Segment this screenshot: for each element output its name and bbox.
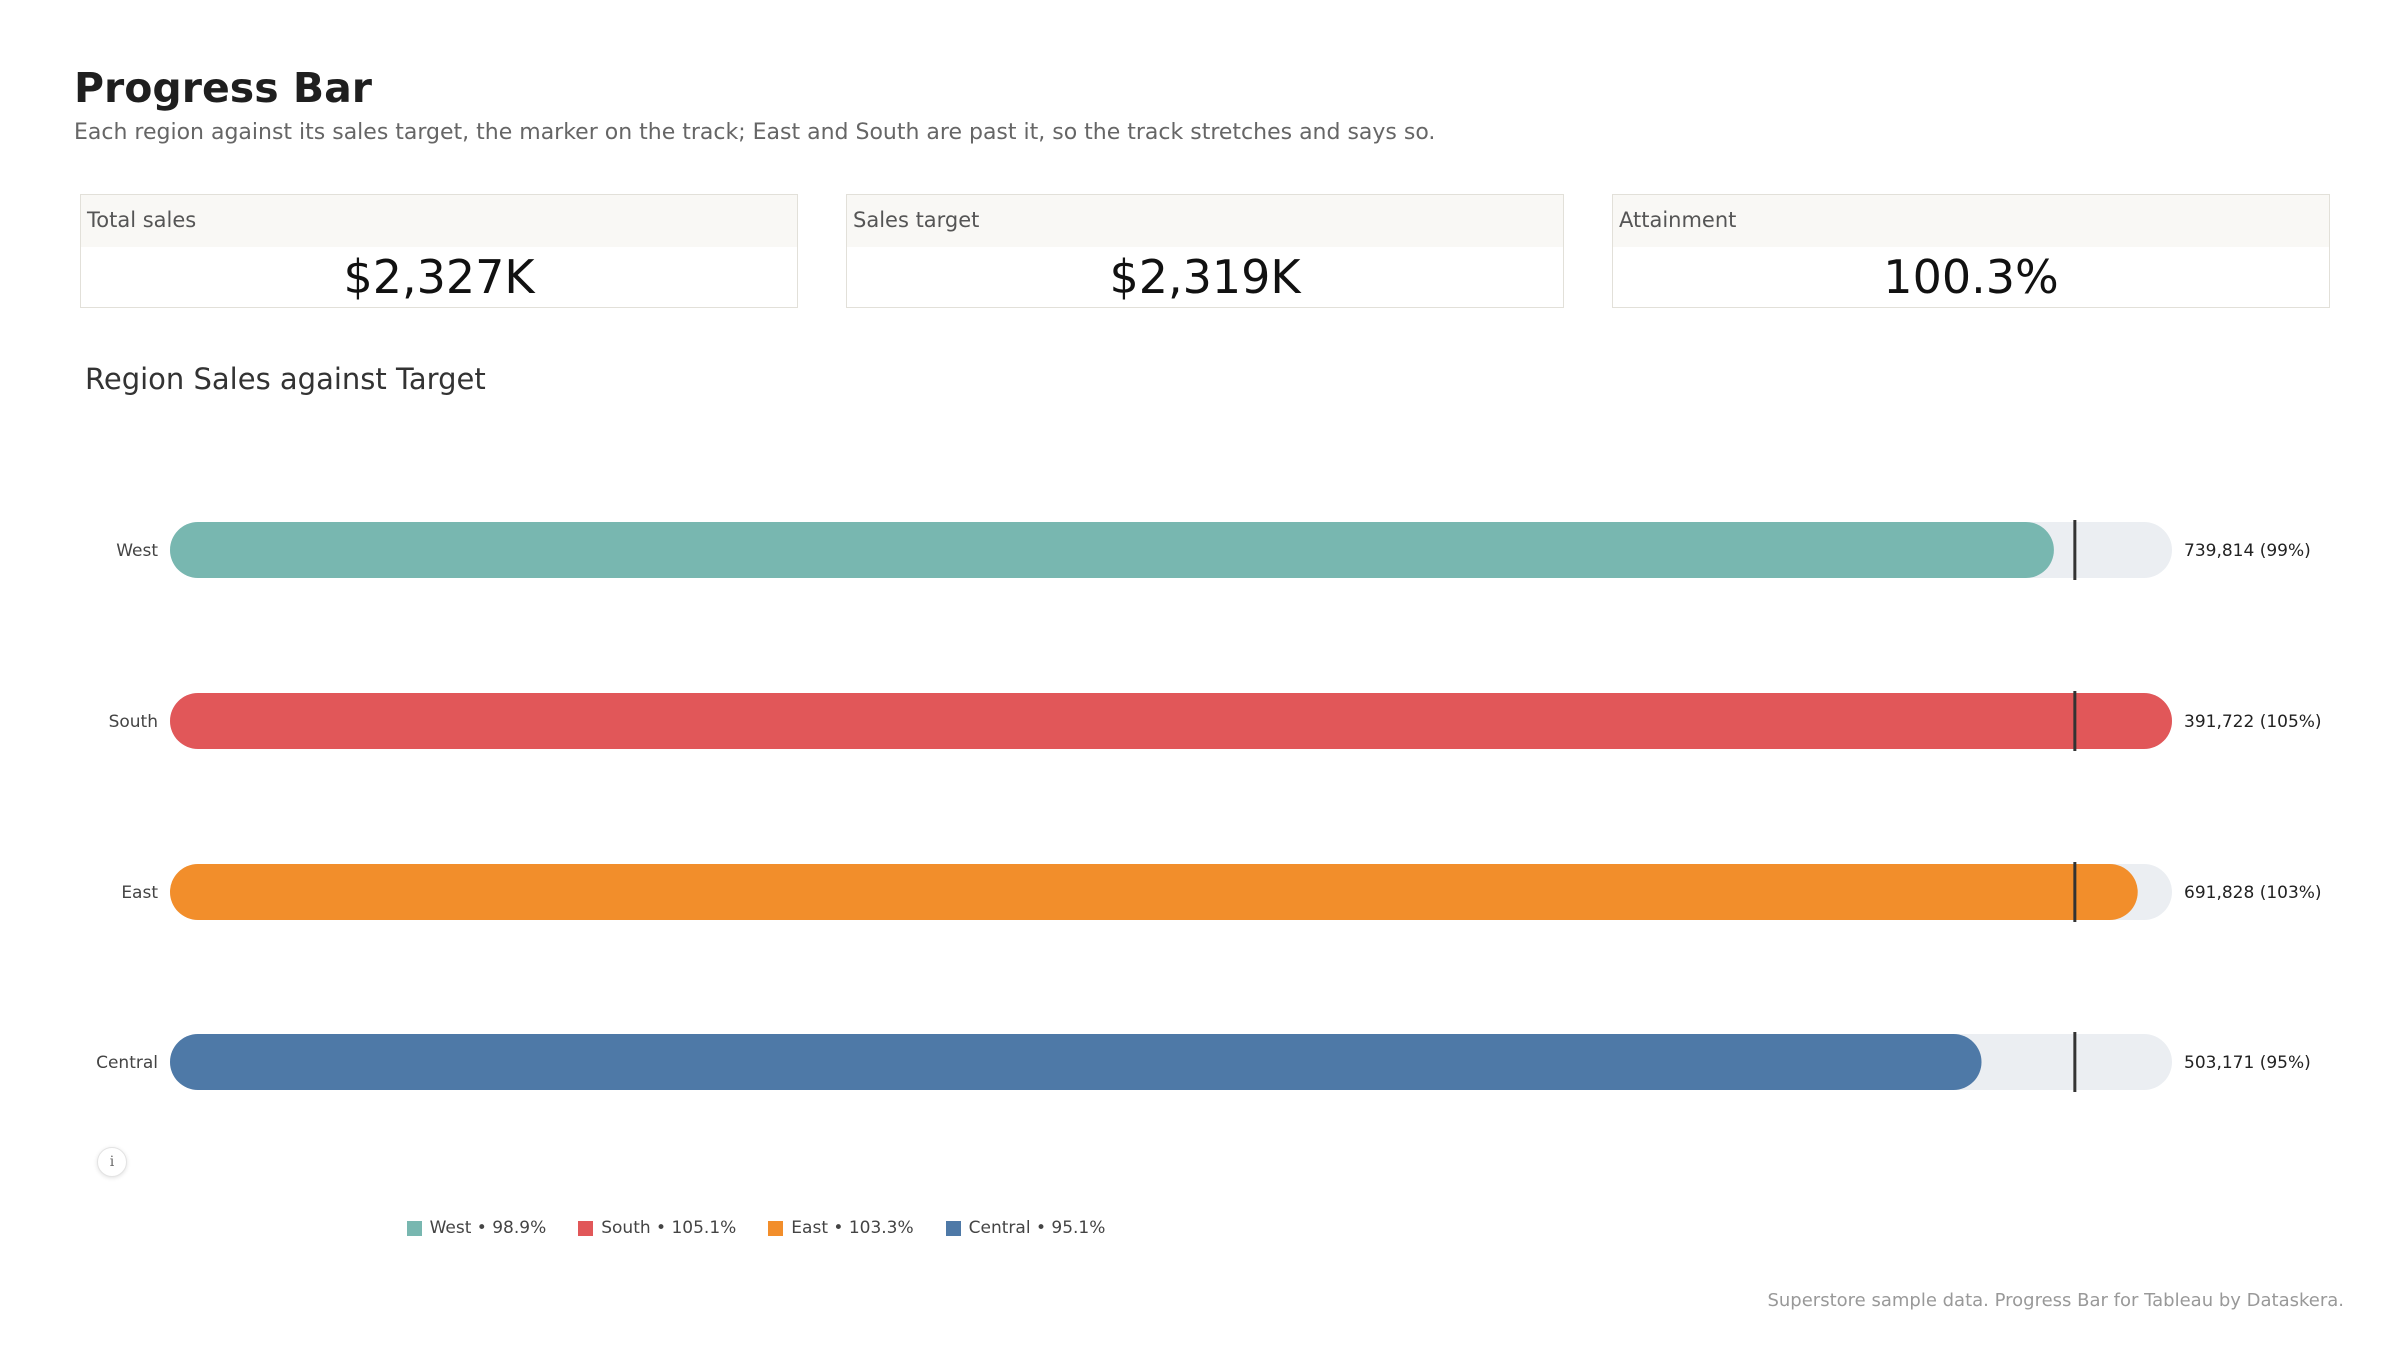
legend-swatch	[768, 1220, 784, 1236]
legend-label: East • 103.3%	[791, 1218, 914, 1238]
kpi-value: 100.3%	[1883, 250, 2059, 304]
kpi-sales-target: Sales target $2,319K	[846, 194, 1564, 308]
legend-item-south[interactable]: South • 105.1%	[578, 1218, 736, 1238]
legend-label: Central • 95.1%	[968, 1218, 1106, 1238]
category-label-south: South	[109, 712, 158, 732]
value-label-east: 691,828 (103%)	[2184, 883, 2322, 903]
chart-legend: West • 98.9% South • 105.1% East • 103.3…	[0, 1218, 1512, 1238]
chart-title: Region Sales against Target	[85, 362, 486, 396]
kpi-attainment: Attainment 100.3%	[1612, 194, 2330, 308]
value-label-west: 739,814 (99%)	[2184, 541, 2311, 561]
legend-item-west[interactable]: West • 98.9%	[406, 1218, 547, 1238]
bar-west	[170, 522, 2054, 578]
legend-swatch	[406, 1220, 422, 1236]
category-label-east: East	[121, 883, 158, 903]
value-label-south: 391,722 (105%)	[2184, 712, 2322, 732]
bar-central	[170, 1034, 1982, 1090]
legend-label: South • 105.1%	[601, 1218, 737, 1238]
bar-south	[170, 693, 2172, 749]
kpi-label: Total sales	[81, 195, 797, 247]
category-label-central: Central	[96, 1053, 158, 1073]
progress-bar-chart: West 739,814 (99%) South 391,722 (105%) East…	[96, 520, 2322, 1092]
legend-item-central[interactable]: Central • 95.1%	[945, 1218, 1106, 1238]
kpi-label: Sales target	[847, 195, 1563, 247]
kpi-label: Attainment	[1613, 195, 2329, 247]
info-icon[interactable]: i	[97, 1147, 127, 1177]
page-title: Progress Bar	[74, 64, 373, 112]
page-subtitle: Each region against its sales target, th…	[74, 120, 1436, 145]
legend-item-east[interactable]: East • 103.3%	[768, 1218, 914, 1238]
legend-label: West • 98.9%	[429, 1218, 547, 1238]
kpi-total-sales: Total sales $2,327K	[80, 194, 798, 308]
value-label-central: 503,171 (95%)	[2184, 1053, 2311, 1073]
kpi-value: $2,319K	[1109, 250, 1301, 304]
bar-east	[170, 864, 2138, 920]
footer-note: Superstore sample data. Progress Bar for…	[1767, 1290, 2344, 1311]
kpi-value: $2,327K	[343, 250, 535, 304]
legend-swatch	[945, 1220, 961, 1236]
category-label-west: West	[116, 541, 158, 561]
legend-swatch	[578, 1220, 594, 1236]
